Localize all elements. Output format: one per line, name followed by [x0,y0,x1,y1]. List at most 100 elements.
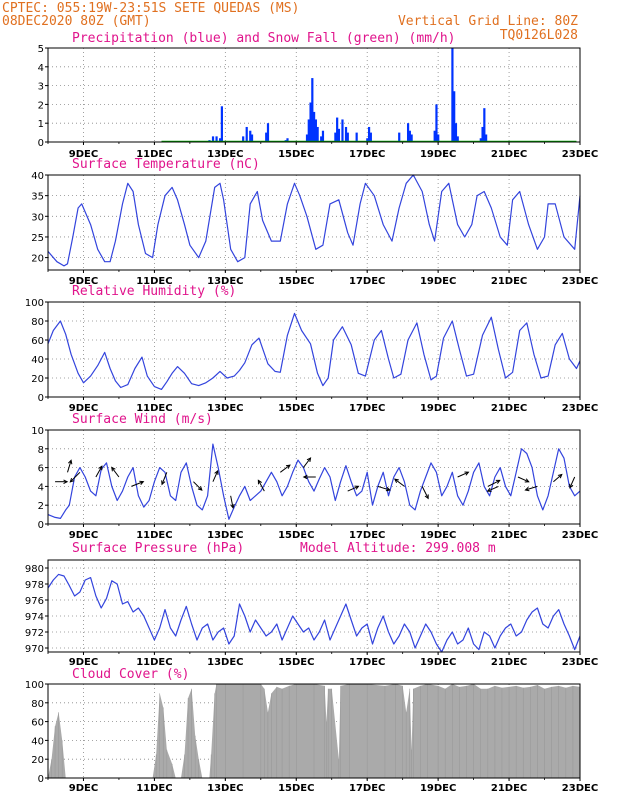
precip-bar [410,134,413,142]
x-date-label: 9DEC [69,149,98,160]
x-date-label: 9DEC [69,657,98,668]
y-tick-label: 4 [38,63,44,74]
precip-bar [286,138,289,142]
y-tick-label: 1 [38,119,44,130]
y-tick-label: 970 [25,644,44,655]
precip-bar [311,78,314,142]
x-date-label: 15DEC [278,403,314,414]
precip-bar [367,126,371,142]
precip-bar [433,130,436,142]
panel-title-temp: Surface Temperature (nC) [72,157,260,172]
y-tick-label: 35 [31,192,44,203]
panel-wind: Surface Wind (m/s) 0 2 4 6 8 10 9DEC 11DEC 13DEC 1… [31,412,598,541]
precip-bar [309,102,312,142]
wind-vector-head [69,477,75,483]
precip-bar [219,138,222,142]
x-date-label: 9DEC [69,530,98,541]
precip-bar [453,91,456,142]
wind-vector-head [63,479,69,484]
wind-vector [421,486,429,499]
precip-bar [341,119,344,142]
precip-bar [320,136,323,142]
wind-vector-head [393,478,399,484]
x-date-label: 21DEC [491,783,527,794]
precip-bar [307,119,310,142]
x-date-label: 13DEC [207,276,243,287]
wind-vector-head [302,474,308,480]
y-tick-label: 40 [31,171,44,182]
panel-cloud: Cloud Cover (%) 0 20 40 60 80 100 9DEC 11DEC 13DE… [25,667,598,794]
wind-vector-head [139,480,145,485]
x-date-label: 11DEC [136,783,172,794]
x-date-label: 19DEC [420,403,456,414]
header-station: CPTEC: 055:19W-23:51S SETE QUEDAS (MS) [2,1,299,16]
precip-bar [220,106,223,142]
x-date-label: 15DEC [278,783,314,794]
y-tick-label: 20 [31,755,44,766]
x-date-label: 11DEC [136,276,172,287]
x-date-label: 23DEC [562,403,598,414]
y-tick-label: 60 [31,718,44,729]
wind-vector-head [197,486,203,491]
wind-vector [280,464,291,473]
precip-bar [321,130,325,142]
x-date-label: 11DEC [136,149,172,160]
y-tick-label: 30 [31,212,44,223]
wind-vector [131,481,144,487]
wind-vector [193,481,203,491]
x-date-label: 13DEC [207,149,243,160]
x-date-label: 9DEC [69,783,98,794]
y-tick-label: 4 [38,482,44,493]
panels: Precipitation (blue) and Snow Fall (gree… [25,31,598,794]
y-tick-label: 2 [38,100,44,111]
wind-vector-head [214,469,219,475]
x-date-label: 23DEC [562,783,598,794]
y-tick-label: 2 [38,501,44,512]
precip-bar [245,126,248,142]
header-grid-line: Vertical Grid Line: 80Z [398,14,578,29]
y-tick-label: 20 [31,374,44,385]
x-date-label: 15DEC [278,657,314,668]
y-tick-label: 80 [31,317,44,328]
panel-frame [47,559,581,653]
wind-vector-head [230,503,235,509]
wind-vector [67,460,72,473]
series-line-rh [47,312,581,390]
x-date-label: 11DEC [136,403,172,414]
wind-vector-head [354,485,360,490]
panel-frame [47,47,581,143]
x-date-label: 11DEC [136,530,172,541]
precip-bar [265,132,268,142]
panel-title-wind: Surface Wind (m/s) [72,412,213,427]
x-date-label: 17DEC [349,149,385,160]
x-date-label: 21DEC [491,657,527,668]
wind-vector [553,474,563,483]
precip-bar [481,126,484,142]
header-model-code: TQ0126L028 [500,28,578,43]
panel-title-pressure: Surface Pressure (hPa) [72,541,244,556]
precip-bar [369,132,372,142]
panel-precip: Precipitation (blue) and Snow Fall (gree… [38,31,599,160]
series-line-wind [47,443,581,520]
precip-bar [344,126,348,142]
precip-bar [451,48,454,142]
x-date-label: 17DEC [349,783,385,794]
precip-bar [313,111,316,142]
x-date-label: 11DEC [136,657,172,668]
panel-title-precip: Precipitation (blue) and Snow Fall (gree… [72,31,456,46]
wind-vector [212,470,219,482]
y-tick-label: 0 [38,774,44,785]
wind-vector [487,485,499,492]
y-tick-label: 40 [31,355,44,366]
y-tick-label: 0 [38,138,44,149]
x-date-label: 23DEC [562,276,598,287]
wind-vector [377,485,390,491]
x-date-label: 21DEC [491,149,527,160]
x-date-label: 17DEC [349,530,385,541]
precip-bar [456,136,459,142]
y-tick-label: 5 [38,44,44,55]
x-date-label: 9DEC [69,276,98,287]
wind-vector [394,478,405,487]
series-line-pressure [47,573,581,653]
